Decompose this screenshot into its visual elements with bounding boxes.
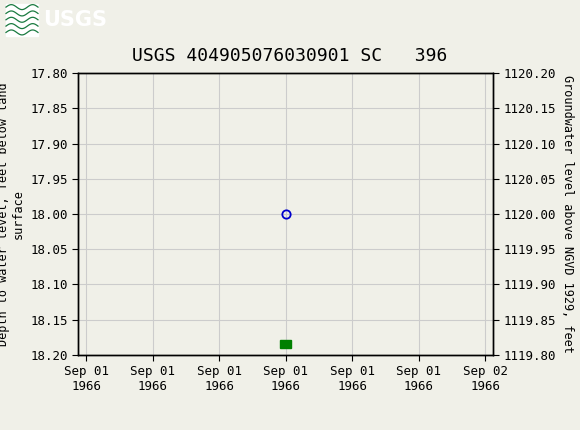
Text: USGS: USGS <box>43 10 107 30</box>
Legend: Period of approved data: Period of approved data <box>192 428 379 430</box>
Y-axis label: Groundwater level above NGVD 1929, feet: Groundwater level above NGVD 1929, feet <box>561 75 574 353</box>
Bar <box>280 340 291 348</box>
Y-axis label: Depth to water level, feet below land
surface: Depth to water level, feet below land su… <box>0 82 25 346</box>
Text: USGS 404905076030901 SC   396: USGS 404905076030901 SC 396 <box>132 47 448 65</box>
Bar <box>6 4 38 36</box>
